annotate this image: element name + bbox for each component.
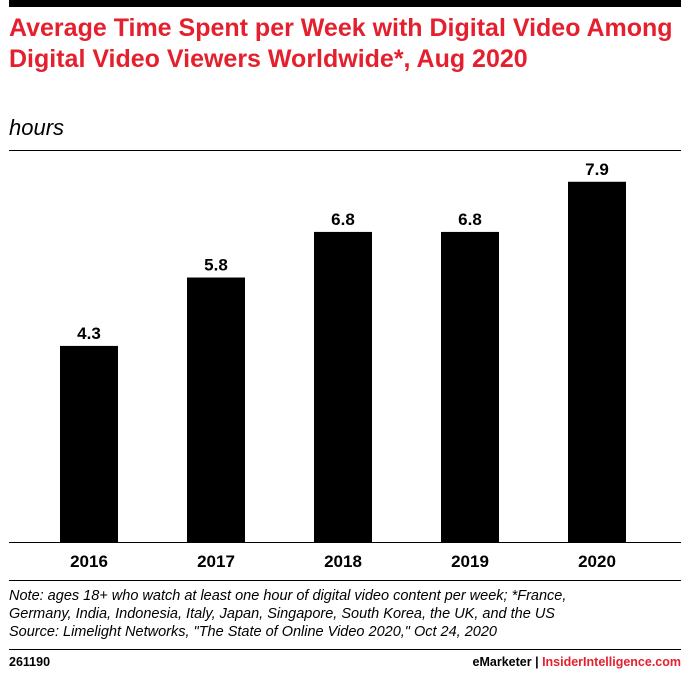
x-tick-label-2018: 2018	[324, 552, 362, 571]
note-line-1: Note: ages 18+ who watch at least one ho…	[9, 588, 567, 604]
data-label-2016: 4.3	[77, 324, 101, 343]
top-rule	[9, 150, 681, 151]
data-label-2017: 5.8	[204, 256, 228, 275]
note-line-2: Germany, India, Indonesia, Italy, Japan,…	[9, 606, 555, 622]
x-tick-label-2017: 2017	[197, 552, 235, 571]
top-bar	[9, 0, 681, 7]
footer-divider	[9, 649, 681, 650]
bar-2019	[441, 231, 499, 543]
source-line: Source: Limelight Networks, "The State o…	[9, 624, 497, 640]
x-tick-label-2019: 2019	[451, 552, 489, 571]
bar-2017	[187, 277, 245, 542]
bar-chart: 4.3 2016 5.8 2017 6.8 2018 6.8 2019 7.9 2020	[9, 160, 681, 571]
data-label-2019: 6.8	[458, 210, 482, 229]
x-tick-label-2020: 2020	[578, 552, 616, 571]
data-label-2018: 6.8	[331, 210, 355, 229]
data-label-2020: 7.9	[585, 160, 609, 179]
bar-2018	[314, 231, 372, 543]
bar-2020	[568, 181, 626, 542]
note-divider	[9, 580, 681, 581]
brand-separator: |	[535, 655, 539, 669]
bar-2016	[60, 345, 118, 542]
chart-subtitle: hours	[9, 115, 65, 140]
chart-id: 261190	[9, 655, 51, 669]
chart-title: Average Time Spent per Week with Digital…	[9, 14, 673, 73]
brand-insider-intelligence: InsiderIntelligence.com	[542, 655, 681, 669]
brand-emarketer: eMarketer	[472, 655, 532, 669]
chart-note: Note: ages 18+ who watch at least one ho…	[9, 587, 681, 641]
brand-footer: eMarketer | InsiderIntelligence.com	[473, 655, 681, 669]
x-tick-label-2016: 2016	[70, 552, 108, 571]
